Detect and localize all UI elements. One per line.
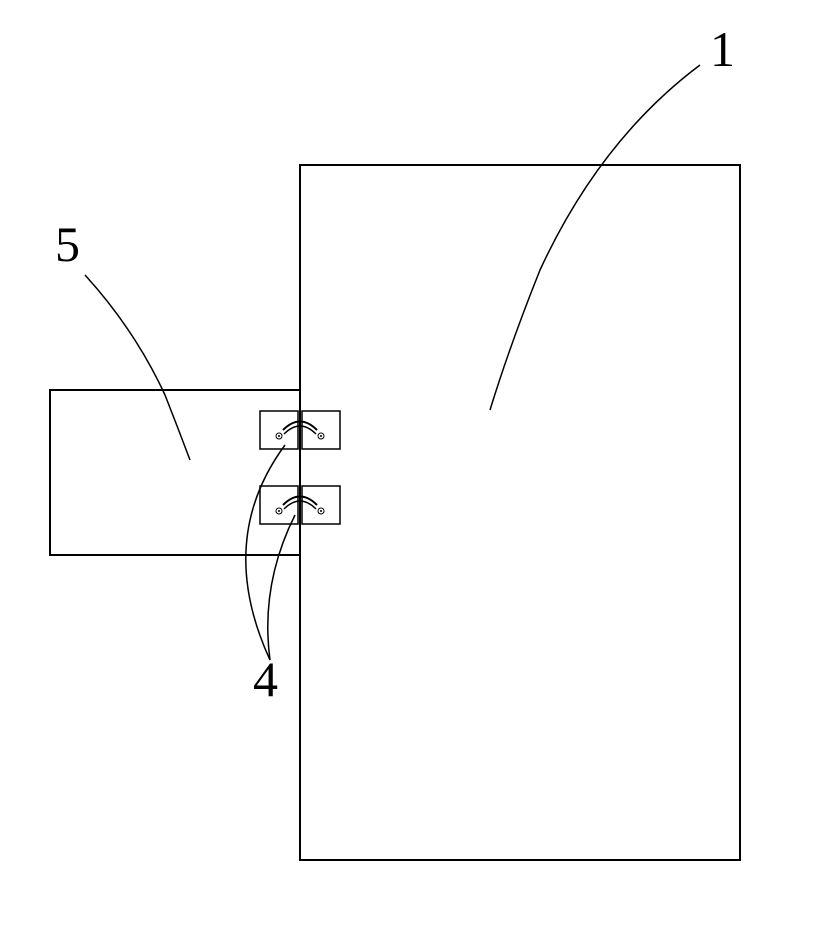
main-rectangle-part-1 [300,165,740,860]
technical-diagram: 1 5 4 [0,0,826,932]
leader-line-5 [85,275,190,460]
label-1: 1 [710,20,735,78]
diagram-svg [0,0,826,932]
label-4: 4 [253,650,278,708]
leader-line-4b [268,515,295,660]
label-5: 5 [55,215,80,273]
leader-line-1 [490,65,700,410]
